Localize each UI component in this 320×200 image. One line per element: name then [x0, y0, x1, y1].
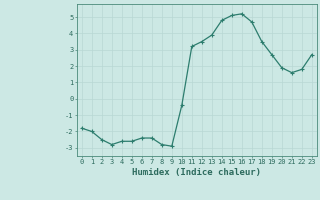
- X-axis label: Humidex (Indice chaleur): Humidex (Indice chaleur): [132, 168, 261, 177]
